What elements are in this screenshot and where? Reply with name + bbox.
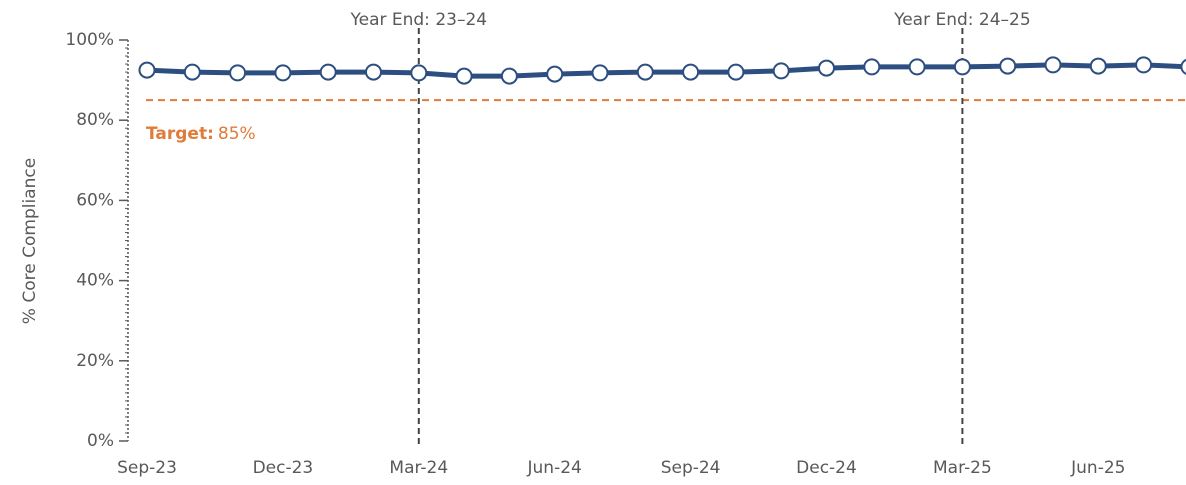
x-tick-label: Mar-24 bbox=[389, 458, 448, 478]
x-tick-label: Jun-25 bbox=[1070, 458, 1125, 478]
data-point bbox=[863, 58, 881, 76]
data-point bbox=[1180, 58, 1186, 75]
data-point bbox=[319, 63, 337, 81]
x-tick-label: Jun-24 bbox=[527, 458, 582, 478]
data-point bbox=[546, 65, 564, 83]
y-tick-label: 0% bbox=[87, 431, 114, 451]
data-point bbox=[953, 58, 971, 76]
data-point bbox=[1044, 56, 1062, 74]
data-point bbox=[1089, 57, 1107, 75]
x-tick-label: Sep-23 bbox=[117, 458, 177, 478]
data-point bbox=[365, 63, 382, 81]
data-point bbox=[772, 62, 790, 80]
data-point bbox=[500, 67, 518, 85]
data-point bbox=[636, 63, 654, 81]
annotation-label: Year End: 24–25 bbox=[893, 10, 1031, 30]
target-label: Target: 85% bbox=[146, 124, 256, 144]
target-label-value: 85% bbox=[218, 124, 256, 144]
y-tick-label: 20% bbox=[76, 351, 114, 371]
data-point bbox=[727, 63, 745, 81]
target-label-name: Target: bbox=[146, 124, 214, 144]
y-tick-label: 80% bbox=[76, 110, 114, 130]
data-point bbox=[682, 63, 700, 81]
series-line bbox=[146, 62, 1186, 79]
y-tick-label: 60% bbox=[76, 190, 114, 210]
data-point bbox=[183, 63, 201, 81]
x-tick-label: Dec-23 bbox=[253, 458, 314, 478]
x-tick-label: Dec-24 bbox=[796, 458, 857, 478]
data-point bbox=[999, 57, 1017, 75]
annotation-label: Year End: 23–24 bbox=[349, 10, 487, 30]
data-point bbox=[410, 64, 428, 82]
data-point bbox=[591, 64, 609, 82]
data-point bbox=[1135, 56, 1153, 74]
data-point bbox=[908, 58, 926, 76]
y-tick-label: 100% bbox=[65, 30, 114, 50]
y-axis-label: % Core Compliance bbox=[20, 158, 40, 324]
data-point bbox=[455, 67, 473, 85]
y-tick-label: 40% bbox=[76, 271, 114, 291]
data-point bbox=[818, 59, 835, 77]
data-point bbox=[274, 64, 292, 82]
x-tick-label: Mar-25 bbox=[933, 458, 992, 478]
data-point bbox=[138, 61, 156, 79]
data-point bbox=[229, 64, 247, 82]
x-tick-label: Sep-24 bbox=[661, 458, 721, 478]
